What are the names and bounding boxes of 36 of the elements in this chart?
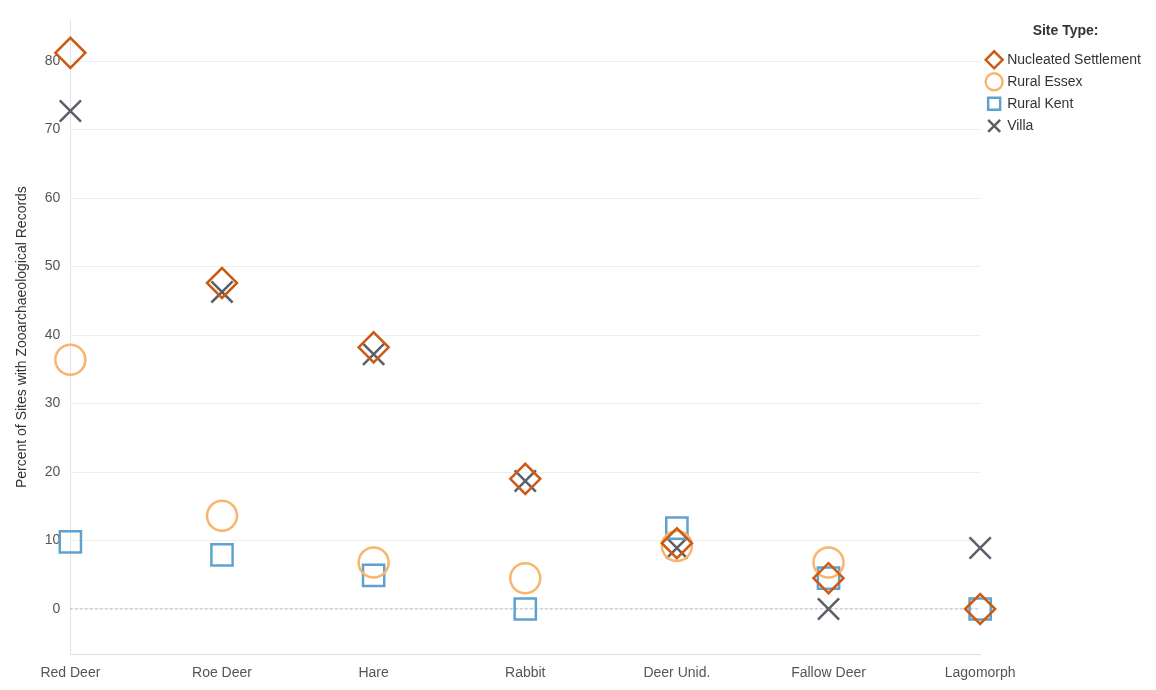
- point: [812, 546, 845, 579]
- y-axis-title: Percent of Sites with Zooarchaeological Records: [13, 186, 30, 489]
- point: [205, 266, 239, 300]
- x-tick-label: Deer Unid.: [643, 664, 711, 681]
- point: [210, 543, 234, 567]
- legend-label: Rural Essex: [1007, 72, 1083, 89]
- point: [54, 343, 87, 376]
- point: [513, 597, 538, 621]
- y-tick-label: 20: [44, 462, 61, 479]
- point: [58, 99, 83, 123]
- point: [509, 561, 542, 595]
- y-tick-label: 0: [52, 599, 61, 616]
- legend-label: Villa: [1007, 116, 1034, 133]
- x-tick-label: Roe Deer: [192, 664, 253, 681]
- point: [361, 563, 386, 588]
- point: [968, 536, 992, 560]
- x-tick-label: Hare: [358, 664, 390, 681]
- y-tick-label: 70: [44, 120, 61, 137]
- point: [509, 462, 542, 496]
- x-tick-label: Fallow Deer: [791, 664, 867, 681]
- point: [58, 530, 83, 554]
- y-tick-label: 40: [44, 325, 61, 342]
- y-tick-label: 30: [44, 394, 61, 411]
- point: [357, 546, 390, 579]
- legend-title: Site Type:: [1032, 21, 1099, 38]
- y-tick-label: 60: [44, 188, 61, 205]
- point: [357, 331, 390, 364]
- x-tick-label: Red Deer: [40, 664, 101, 681]
- x-tick-label: Lagomorph: [944, 664, 1016, 681]
- point: [205, 499, 239, 533]
- legend-label: Rural Kent: [1007, 94, 1074, 111]
- point: [816, 597, 841, 621]
- y-tick-label: 50: [44, 257, 61, 274]
- x-tick-label: Rabbit: [505, 664, 546, 681]
- y-tick-label: 80: [44, 51, 61, 68]
- legend-label: Nucleated Settlement: [1007, 50, 1142, 67]
